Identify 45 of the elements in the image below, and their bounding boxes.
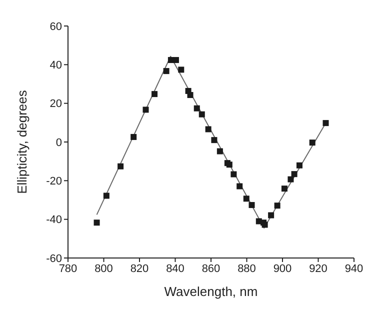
point	[243, 196, 250, 202]
point	[296, 162, 302, 168]
y-tick-label: -60	[46, 252, 62, 265]
point	[194, 105, 200, 112]
point	[281, 186, 288, 192]
x-axis-title: Wavelength, nm	[164, 284, 258, 299]
x-tick-label: 820	[130, 262, 149, 275]
y-axis-title: Ellipticity, degrees	[14, 90, 30, 194]
point	[198, 111, 205, 118]
point	[288, 176, 294, 182]
x-tick-label: 940	[344, 262, 364, 275]
point	[291, 171, 298, 178]
y-tick-label: -40	[46, 214, 62, 226]
point	[172, 57, 179, 64]
y-tick-label: 0	[56, 136, 62, 149]
y-tick-label: -20	[46, 176, 62, 188]
x-tick-label: 880	[238, 262, 256, 275]
point	[309, 140, 316, 146]
point	[236, 183, 243, 190]
point	[248, 202, 255, 208]
x-tick-label: 800	[94, 262, 113, 275]
point	[142, 106, 149, 113]
point	[118, 163, 124, 170]
point	[163, 68, 170, 74]
x-tick-label: 780	[58, 262, 78, 275]
point	[274, 202, 280, 209]
point	[268, 212, 274, 218]
point	[211, 137, 218, 144]
point	[103, 192, 110, 199]
y-tick-label: 60	[50, 20, 62, 33]
point	[230, 171, 237, 178]
x-tick-label: 860	[202, 262, 220, 275]
x-tick-label: 920	[309, 262, 328, 275]
y-tick-label: 40	[50, 60, 62, 72]
point	[322, 120, 329, 126]
point	[130, 134, 137, 140]
point	[94, 220, 100, 226]
point	[152, 91, 158, 98]
y-tick-label: 20	[50, 98, 62, 110]
x-tick-label: 900	[273, 262, 292, 275]
point	[178, 66, 184, 73]
point	[216, 148, 223, 154]
x-tick-label: 840	[166, 262, 184, 275]
point	[205, 126, 212, 132]
point	[187, 92, 194, 98]
